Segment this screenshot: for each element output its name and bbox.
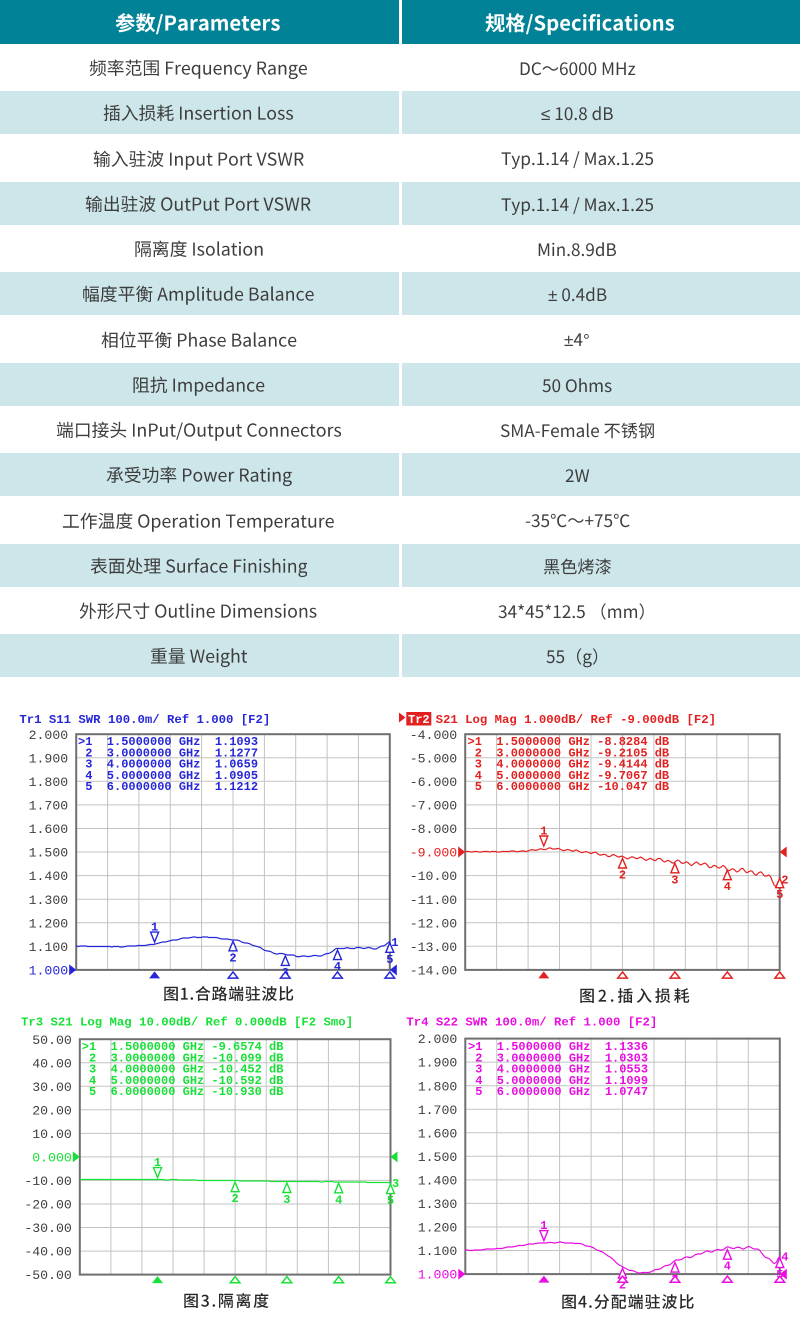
svg-text:1.100: 1.100 <box>29 940 69 955</box>
svg-text:4 5.0000000 GHz -9.7067 dB: 4 5.0000000 GHz -9.7067 dB <box>468 769 670 783</box>
svg-text:3 4.0000000 GHz -9.4144 dB: 3 4.0000000 GHz -9.4144 dB <box>468 758 670 772</box>
svg-text:1.600: 1.600 <box>418 1126 458 1141</box>
svg-text:Tr1 S11 SWR 100.0m/ Ref 1.000: Tr1 S11 SWR 100.0m/ Ref 1.000 [F2] <box>19 713 270 727</box>
svg-text:1.900: 1.900 <box>29 751 69 766</box>
svg-text:-20.00: -20.00 <box>24 1198 72 1213</box>
svg-text:Tr2: Tr2 <box>408 713 430 727</box>
svg-text:1.100: 1.100 <box>418 1244 458 1259</box>
svg-text:0.000: 0.000 <box>32 1151 72 1166</box>
svg-text:5 6.0000000 GHz -10.930 dB: 5 6.0000000 GHz -10.930 dB <box>82 1085 284 1099</box>
svg-text:4 5.0000000 GHz -10.592 dB: 4 5.0000000 GHz -10.592 dB <box>82 1074 284 1088</box>
svg-text:3: 3 <box>671 873 678 887</box>
svg-text:4: 4 <box>781 1250 788 1264</box>
svg-text:1.700: 1.700 <box>418 1103 458 1118</box>
svg-text:20.00: 20.00 <box>32 1103 72 1118</box>
svg-text:3 4.0000000 GHz 1.0659: 3 4.0000000 GHz 1.0659 <box>78 758 258 772</box>
svg-text:5: 5 <box>387 1194 394 1208</box>
svg-text:2 3.0000000 GHz -9.2105 dB: 2 3.0000000 GHz -9.2105 dB <box>468 747 670 761</box>
svg-text:-10.00: -10.00 <box>24 1174 72 1189</box>
svg-text:4 5.0000000 GHz 1.0905: 4 5.0000000 GHz 1.0905 <box>78 769 258 783</box>
svg-text:1.900: 1.900 <box>418 1056 458 1071</box>
svg-text:-12.00: -12.00 <box>410 916 458 931</box>
svg-text:4 5.0000000 GHz 1.1099: 4 5.0000000 GHz 1.1099 <box>468 1074 648 1088</box>
svg-text:-4.000: -4.000 <box>410 728 458 743</box>
svg-text:1: 1 <box>151 921 158 935</box>
svg-text:4: 4 <box>334 960 341 974</box>
svg-text:1.000: 1.000 <box>418 1268 458 1283</box>
svg-text:1: 1 <box>540 825 547 839</box>
svg-text:-5.000: -5.000 <box>410 751 458 766</box>
svg-text:10.00: 10.00 <box>32 1127 72 1142</box>
svg-text:5 6.0000000 GHz -10.047 dB: 5 6.0000000 GHz -10.047 dB <box>468 780 670 794</box>
svg-text:1: 1 <box>154 1156 161 1170</box>
svg-text:2: 2 <box>781 873 788 887</box>
svg-text:2: 2 <box>231 1192 238 1206</box>
svg-text:3 4.0000000 GHz -10.452 dB: 3 4.0000000 GHz -10.452 dB <box>82 1063 284 1077</box>
svg-text:1.500: 1.500 <box>418 1150 458 1165</box>
svg-text:1.500: 1.500 <box>29 846 69 861</box>
svg-text:2.000: 2.000 <box>418 1032 458 1047</box>
svg-text:2 3.0000000 GHz 1.0303: 2 3.0000000 GHz 1.0303 <box>468 1052 648 1066</box>
svg-text:-14.00: -14.00 <box>410 964 458 979</box>
svg-text:2: 2 <box>619 869 626 883</box>
svg-text:Tr3 S21 Log Mag 10.00dB/ Ref 0: Tr3 S21 Log Mag 10.00dB/ Ref 0.000dB [F2… <box>21 1016 353 1030</box>
svg-text:1: 1 <box>540 1219 547 1233</box>
svg-text:>1 1.5000000 GHz -8.8284 dB: >1 1.5000000 GHz -8.8284 dB <box>468 735 670 749</box>
svg-text:-8.000: -8.000 <box>410 822 458 837</box>
svg-text:1.200: 1.200 <box>418 1221 458 1236</box>
svg-text:>1 1.5000000 GHz -9.6574 dB: >1 1.5000000 GHz -9.6574 dB <box>82 1040 284 1054</box>
svg-text:5: 5 <box>386 953 393 967</box>
svg-text:5 6.0000000 GHz 1.1212: 5 6.0000000 GHz 1.1212 <box>78 780 258 794</box>
svg-text:1.300: 1.300 <box>29 893 69 908</box>
svg-text:5: 5 <box>776 888 783 902</box>
svg-text:4: 4 <box>724 1260 731 1274</box>
svg-text:50.00: 50.00 <box>32 1033 72 1048</box>
svg-text:1: 1 <box>391 936 398 950</box>
svg-text:4: 4 <box>335 1193 342 1207</box>
svg-text:-50.00: -50.00 <box>24 1268 72 1283</box>
svg-text:>1 1.5000000 GHz 1.1336: >1 1.5000000 GHz 1.1336 <box>468 1040 648 1054</box>
svg-text:3: 3 <box>283 1193 290 1207</box>
svg-text:2 3.0000000 GHz -10.099 dB: 2 3.0000000 GHz -10.099 dB <box>82 1052 284 1066</box>
svg-text:1.200: 1.200 <box>29 916 69 931</box>
svg-text:1.400: 1.400 <box>418 1174 458 1189</box>
svg-text:3 4.0000000 GHz 1.0553: 3 4.0000000 GHz 1.0553 <box>468 1063 648 1077</box>
svg-text:1.000: 1.000 <box>29 964 69 979</box>
svg-text:2: 2 <box>619 1279 626 1293</box>
svg-text:2.000: 2.000 <box>29 728 69 743</box>
svg-text:-10.00: -10.00 <box>410 869 458 884</box>
svg-text:3: 3 <box>392 1177 399 1191</box>
svg-text:Tr4 S22 SWR 100.0m/ Ref 1.000: Tr4 S22 SWR 100.0m/ Ref 1.000 [F2] <box>406 1016 657 1030</box>
svg-text:-11.00: -11.00 <box>410 893 458 908</box>
svg-text:1.800: 1.800 <box>29 775 69 790</box>
svg-text:-6.000: -6.000 <box>410 775 458 790</box>
svg-text:40.00: 40.00 <box>32 1056 72 1071</box>
svg-text:S21 Log Mag 1.000dB/ Ref -9.00: S21 Log Mag 1.000dB/ Ref -9.000dB [F2] <box>436 713 716 727</box>
svg-text:2 3.0000000 GHz 1.1277: 2 3.0000000 GHz 1.1277 <box>78 747 258 761</box>
svg-text:-7.000: -7.000 <box>410 799 458 814</box>
svg-text:4: 4 <box>724 880 731 894</box>
svg-text:5 6.0000000 GHz 1.0747: 5 6.0000000 GHz 1.0747 <box>468 1085 648 1099</box>
svg-text:1.800: 1.800 <box>418 1079 458 1094</box>
svg-text:1.300: 1.300 <box>418 1197 458 1212</box>
svg-text:-40.00: -40.00 <box>24 1245 72 1260</box>
svg-text:1.700: 1.700 <box>29 799 69 814</box>
svg-text:30.00: 30.00 <box>32 1080 72 1095</box>
svg-text:-9.000: -9.000 <box>410 846 458 861</box>
svg-text:-13.00: -13.00 <box>410 940 458 955</box>
svg-text:1.600: 1.600 <box>29 822 69 837</box>
svg-text:2: 2 <box>229 951 236 965</box>
svg-text:>1 1.5000000 GHz 1.1093: >1 1.5000000 GHz 1.1093 <box>78 735 258 749</box>
svg-text:1.400: 1.400 <box>29 869 69 884</box>
svg-text:-30.00: -30.00 <box>24 1221 72 1236</box>
